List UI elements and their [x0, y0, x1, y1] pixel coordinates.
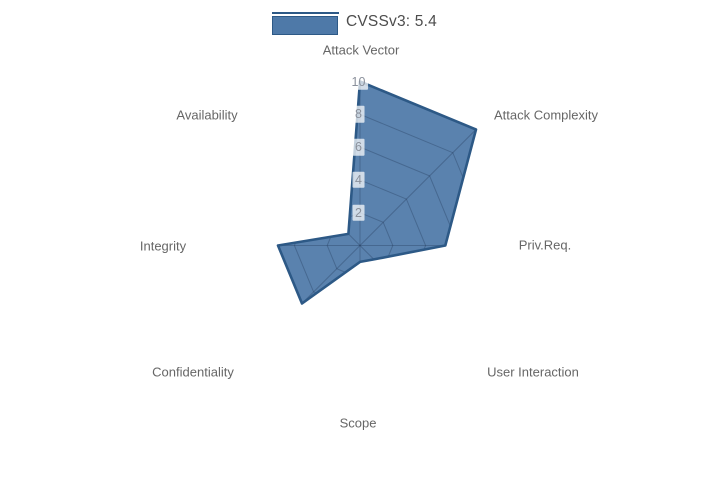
legend-label: CVSSv3: 5.4	[346, 13, 437, 30]
axis-label-attack-complexity: Attack Complexity	[493, 107, 599, 123]
axis-label-confidentiality: Confidentiality	[152, 364, 234, 380]
series-polygon-fill	[278, 81, 476, 304]
axis-label-availability: Availability	[176, 107, 238, 123]
radial-tick-label: 6	[352, 138, 365, 156]
radial-tick-label: 8	[352, 106, 365, 123]
legend-swatch	[272, 15, 338, 35]
axis-label-priv-req: Priv.Req.	[518, 237, 572, 253]
series-polygon-outline	[276, 80, 478, 305]
axis-label-integrity: Integrity	[139, 238, 187, 254]
legend-item[interactable]: CVSSv3: 5.4	[272, 8, 437, 36]
axis-label-user-interaction: User Interaction	[487, 364, 579, 380]
legend-swatch-icon	[272, 10, 339, 35]
radial-tick-label: 2	[352, 204, 365, 221]
legend-swatch-line	[272, 11, 339, 14]
axis-label-attack-vector: Attack Vector	[322, 42, 400, 58]
radial-tick-label: 4	[352, 171, 365, 189]
axis-label-scope: Scope	[339, 415, 377, 431]
radial-tick-label: 10	[348, 73, 369, 90]
